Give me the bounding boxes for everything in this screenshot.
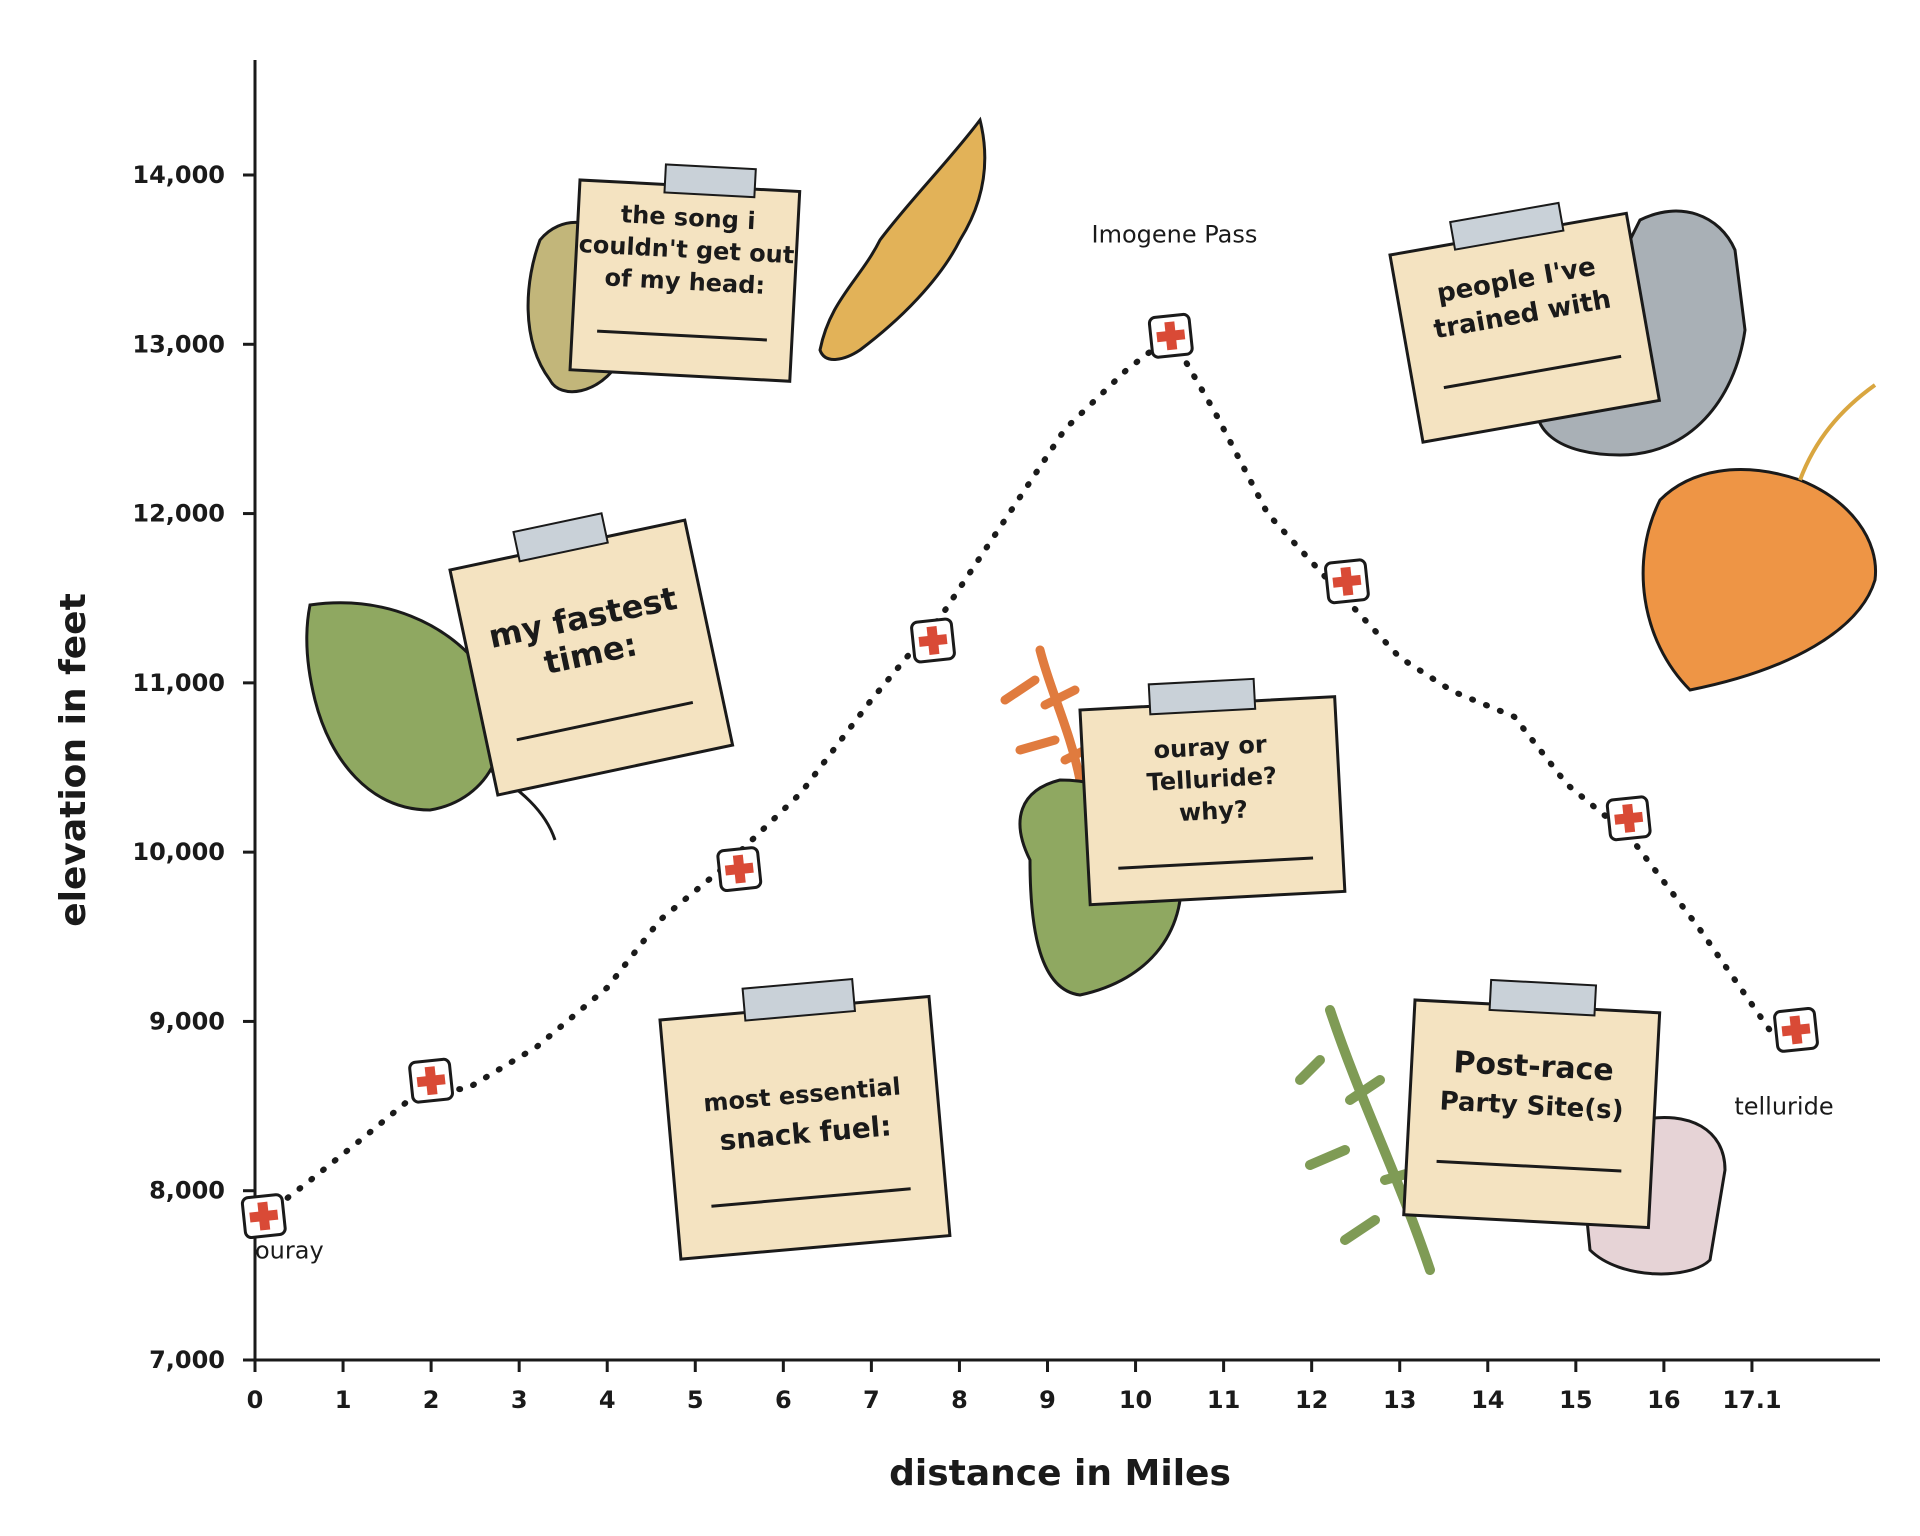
place-label: telluride <box>1734 1093 1833 1121</box>
aid-station-marker <box>910 617 956 664</box>
y-tick-label: 14,000 <box>132 161 225 189</box>
note-song-answer-line <box>597 329 767 342</box>
note-snack: most essential snack fuel: <box>658 978 952 1261</box>
medical-cross-icon <box>1614 811 1644 825</box>
medical-cross-icon <box>1332 574 1362 588</box>
y-tick-label: 8,000 <box>149 1177 225 1205</box>
aid-station-marker <box>1773 1007 1819 1053</box>
y-tick-label: 9,000 <box>149 1007 225 1035</box>
x-tick-label: 6 <box>775 1386 792 1414</box>
y-tick-label: 11,000 <box>132 669 225 697</box>
x-axis-title: distance in Miles <box>889 1453 1231 1494</box>
note-ouray-or-telluride: ouray or Telluride? why? <box>1078 677 1347 907</box>
x-tick-label: 9 <box>1039 1386 1056 1414</box>
y-tick-label: 13,000 <box>132 330 225 358</box>
note-route-line-2: Telluride? <box>1146 762 1278 797</box>
x-tick-label: 16 <box>1647 1386 1680 1414</box>
x-tick-label: 17.1 <box>1722 1386 1781 1414</box>
aspen-leaf-illustration <box>1641 468 1878 692</box>
note-snack-answer-line <box>711 1187 911 1208</box>
x-tick-label: 8 <box>951 1386 968 1414</box>
medical-cross-icon <box>918 634 948 647</box>
aid-station-marker <box>1147 312 1194 359</box>
aid-station-marker <box>240 1193 287 1239</box>
medical-cross-icon <box>416 1074 446 1088</box>
orange-fern-illustration <box>1000 645 1100 785</box>
y-axis-title: elevation in feet <box>53 593 94 927</box>
x-tick-label: 11 <box>1207 1386 1240 1414</box>
y-tick-label: 7,000 <box>149 1346 225 1374</box>
green-leaf-illustration <box>305 601 504 812</box>
note-route-line-3: why? <box>1178 795 1248 827</box>
note-route-line-1: ouray or <box>1153 730 1268 764</box>
x-tick-label: 12 <box>1295 1386 1328 1414</box>
x-tick-label: 7 <box>863 1386 880 1414</box>
note-post-race: Post-race Party Site(s) <box>1402 978 1662 1230</box>
note-postrace-answer-line <box>1436 1159 1622 1173</box>
medical-cross-icon <box>1781 1023 1811 1037</box>
x-tick-label: 4 <box>599 1386 616 1414</box>
x-tick-label: 14 <box>1471 1386 1504 1414</box>
note-postrace-line-1: Post-race <box>1453 1045 1615 1088</box>
aid-station-marker <box>1324 558 1370 605</box>
x-tick-label: 3 <box>511 1386 528 1414</box>
medical-cross-icon <box>1156 329 1186 343</box>
aid-station-marker <box>1605 795 1652 842</box>
axis-ticks: 0 1 2 3 4 5 6 7 8 9 10 11 12 13 14 15 16 17.17,0008,0009,… <box>132 161 1781 1414</box>
note-route-answer-line <box>1118 856 1314 870</box>
note-song: the song i couldn't get out of my head: <box>568 163 802 383</box>
place-label: ouray <box>255 1236 324 1264</box>
x-tick-label: 1 <box>335 1386 352 1414</box>
note-fastest-answer-line <box>516 700 694 742</box>
green-fern-illustration <box>1295 1005 1435 1275</box>
x-tick-label: 0 <box>247 1386 264 1414</box>
aspen-leaf-stem <box>1798 383 1877 481</box>
aid-station-marker <box>408 1057 454 1104</box>
y-tick-label: 12,000 <box>132 500 225 528</box>
x-tick-label: 5 <box>687 1386 704 1414</box>
note-trained-answer-line <box>1443 354 1622 390</box>
medical-cross-icon <box>249 1209 279 1223</box>
aid-stations <box>240 312 1819 1239</box>
x-tick-label: 2 <box>423 1386 440 1414</box>
x-tick-label: 13 <box>1383 1386 1416 1414</box>
place-label: Imogene Pass <box>1092 221 1258 249</box>
aid-station-marker <box>716 846 763 892</box>
note-trained-with: people I've trained with <box>1388 201 1662 444</box>
note-fastest: my fastest time: <box>448 512 735 797</box>
x-tick-label: 15 <box>1559 1386 1592 1414</box>
place-labels: ouray Imogene Pass telluride <box>255 221 1834 1265</box>
medical-cross-icon <box>724 862 754 876</box>
x-tick-label: 10 <box>1119 1386 1152 1414</box>
y-tick-label: 10,000 <box>132 838 225 866</box>
oak-leaf-illustration <box>818 116 987 361</box>
